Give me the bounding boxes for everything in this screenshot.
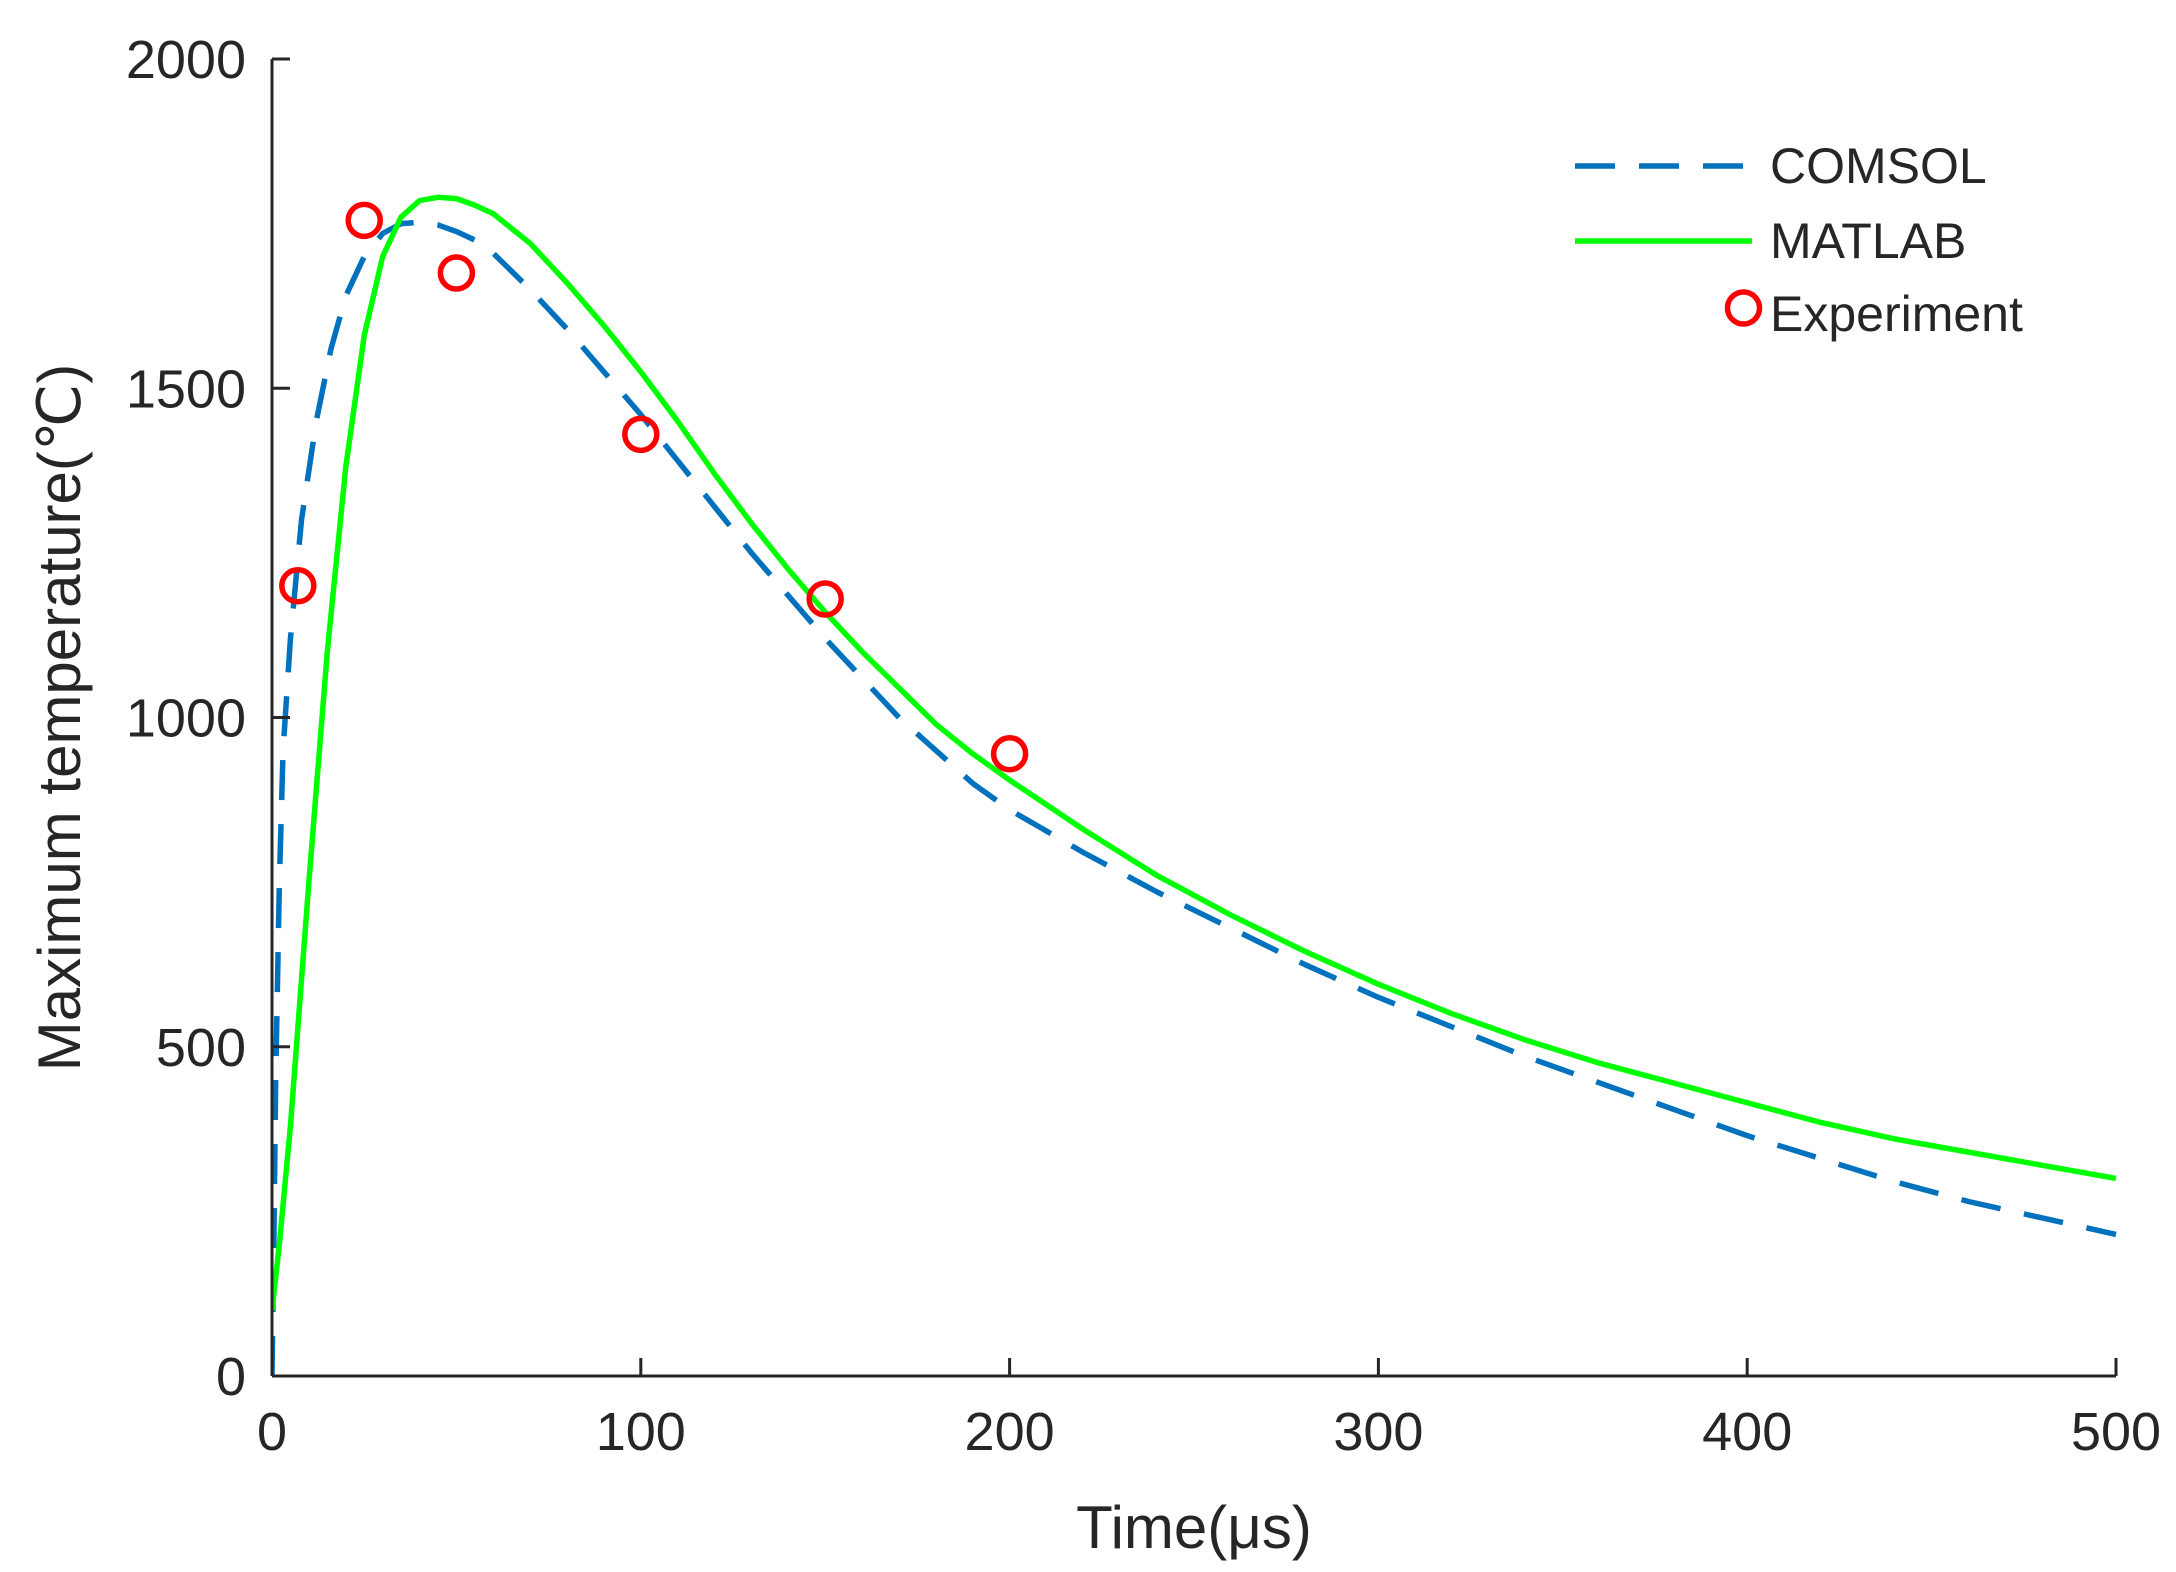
x-tick-label: 300 [1333, 1402, 1423, 1462]
y-axis: 0 500 1000 1500 2000 [126, 30, 290, 1407]
legend-label-experiment: Experiment [1770, 286, 2023, 342]
plot-area [272, 194, 2117, 1376]
x-tick-label: 500 [2071, 1402, 2161, 1462]
y-tick-label: 1500 [126, 359, 246, 419]
series-comsol-line [272, 219, 2117, 1376]
legend: COMSOL MATLAB Experiment [1575, 138, 2023, 342]
experiment-point [806, 580, 844, 618]
experiment-point [990, 734, 1029, 773]
legend-item-experiment: Experiment [1724, 286, 2023, 342]
experiment-point [279, 567, 317, 605]
series-matlab-line [272, 194, 2117, 1311]
legend-marker-experiment [1724, 289, 1763, 327]
experiment-point [622, 415, 660, 454]
legend-label-comsol: COMSOL [1770, 138, 1987, 194]
legend-item-matlab: MATLAB [1575, 213, 1966, 269]
x-tick-label: 400 [1702, 1402, 1792, 1462]
y-tick-label: 1000 [126, 689, 246, 749]
experiment-point [345, 201, 383, 240]
series-experiment [279, 201, 1029, 773]
legend-label-matlab: MATLAB [1770, 213, 1966, 269]
y-tick-label: 500 [156, 1018, 246, 1078]
y-axis-label: Maximum temperature(℃) [26, 364, 93, 1072]
x-axis: 0 100 200 300 400 500 [257, 1358, 2161, 1462]
experiment-point [437, 254, 476, 292]
x-tick-label: 100 [596, 1402, 686, 1462]
y-tick-label: 2000 [126, 30, 246, 90]
x-tick-label: 0 [257, 1402, 287, 1462]
x-tick-label: 200 [965, 1402, 1055, 1462]
y-tick-label: 0 [216, 1347, 246, 1407]
legend-item-comsol: COMSOL [1575, 138, 1987, 194]
x-axis-label: Time(μs) [1076, 1494, 1312, 1561]
